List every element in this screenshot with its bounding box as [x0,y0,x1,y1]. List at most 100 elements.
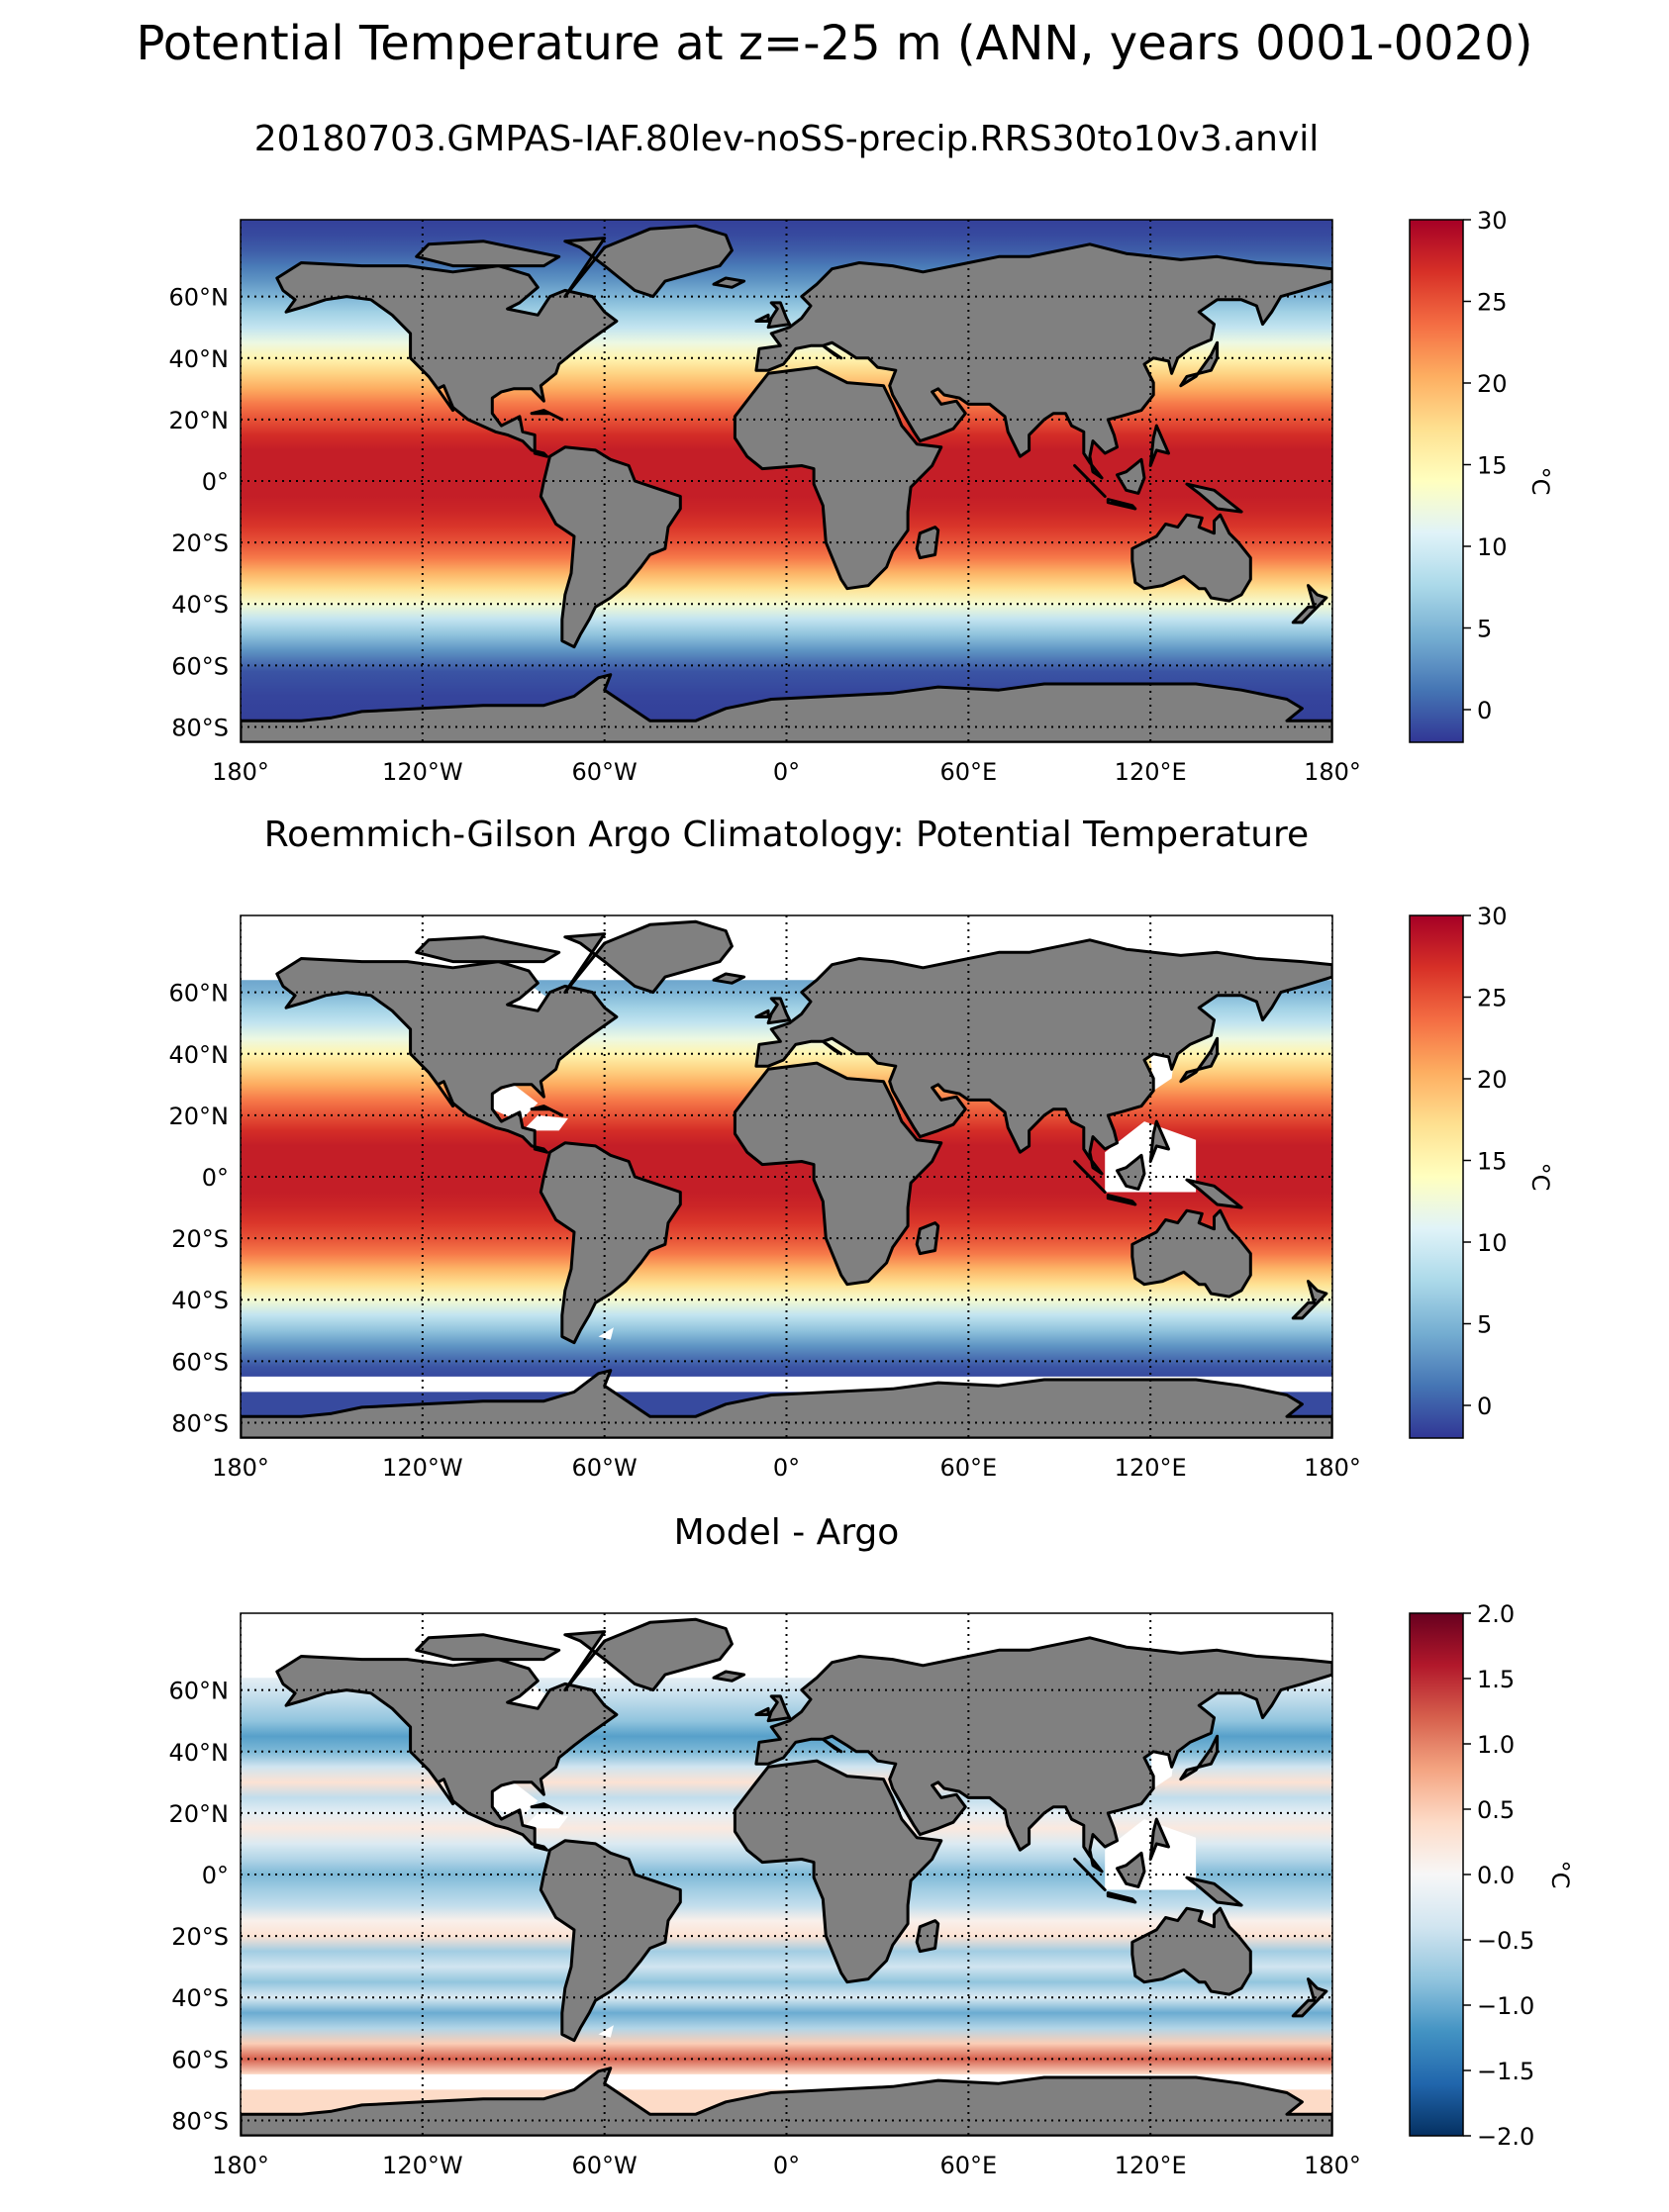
y-tick-label: 80°S [171,1409,229,1437]
land-mass [1185,1875,1243,1907]
land-mass [1116,457,1146,495]
land-mass [1073,1858,1107,1891]
y-tick-label: 40°N [169,1041,230,1069]
land-mass [1116,1153,1146,1191]
y-tick-label: 60°N [169,1678,230,1705]
x-tick-label: 180° [1304,2152,1361,2179]
y-tick-label: 20°S [171,529,229,557]
colorbar-tick-label: 0.5 [1477,1796,1515,1824]
map-frame [240,914,1333,1439]
no-data-region [598,1327,614,1340]
land-mass [754,1706,770,1716]
land-mass [539,445,682,649]
x-tick-label: 60°E [939,1454,997,1482]
land-mass [1106,1194,1137,1206]
map-area [241,915,1332,1438]
land-mass [1073,1160,1107,1194]
no-data-region [492,1084,539,1122]
colorbar-tick-label: 2.0 [1477,1600,1515,1628]
land-mass [241,673,1332,742]
x-tick-label: 180° [212,758,269,786]
land-mass [1106,1891,1137,1904]
colorbar-tick-label: 30 [1477,903,1508,930]
land-mass [415,935,561,964]
land-mass [415,1633,561,1662]
land-mass [766,301,792,330]
land-mass [563,224,734,299]
colorbar-tick-label: 0.0 [1477,1862,1515,1889]
y-tick-label: 60°S [171,2046,229,2073]
x-tick-label: 180° [212,1454,269,1482]
x-tick-label: 0° [773,2152,800,2179]
figure-suptitle: Potential Temperature at z=-25 m (ANN, y… [136,16,1532,71]
colorbar-tick-label: −0.5 [1477,1927,1534,1955]
y-tick-label: 40°S [171,1984,229,2012]
x-tick-label: 120°W [382,1454,463,1482]
land-mass [241,1369,1332,1438]
x-tick-label: 120°E [1115,2152,1187,2179]
land-mass [754,1009,770,1018]
colorbar: 0 5 10 15 20 25 30 °C [1409,903,1554,1439]
y-tick-label: 20°N [169,1800,230,1828]
land-mass [1130,513,1252,603]
land-mass [530,1802,564,1815]
colorbar-tick-label: 0 [1477,1393,1492,1420]
colorbar-tick-label: 10 [1477,1229,1508,1257]
x-tick-label: 180° [212,2152,269,2179]
y-tick-label: 60°N [169,284,230,312]
land-mass [754,242,1332,480]
x-tick-label: 0° [773,1454,800,1482]
land-mass [530,409,564,422]
map-frame [240,1612,1333,2137]
land-mass [241,2067,1332,2136]
panel-model: 20180703.GMPAS-IAF.80lev-noSS-precip.RRS… [169,119,1555,786]
land-mass [1073,464,1107,498]
land-mass [415,240,561,268]
colorbar-tick-label: 15 [1477,452,1508,480]
x-tick-label: 180° [1304,1454,1361,1482]
land-mass [275,957,619,1154]
colorbar-tick-label: 1.5 [1477,1666,1515,1693]
y-tick-label: 20°N [169,407,230,434]
x-tick-label: 60°W [572,1454,638,1482]
land-mass [1291,1280,1328,1320]
land-mass [1116,1851,1146,1888]
colorbar-scale [1409,1612,1464,2137]
land-mass [1148,1119,1170,1163]
colorbar-tick-label: 0 [1477,697,1492,724]
land-mass [1185,1178,1243,1209]
x-tick-label: 180° [1304,758,1361,786]
x-tick-label: 120°E [1115,758,1187,786]
y-tick-label: 0° [202,1862,229,1889]
land-mass [712,972,746,985]
land-mass [530,1105,564,1117]
y-tick-label: 40°S [171,591,229,619]
land-mass [1179,340,1220,388]
land-mass [1130,1906,1252,1996]
map-area [241,220,1332,742]
colorbar-tick-label: 1.0 [1477,1731,1515,1759]
y-tick-label: 40°S [171,1287,229,1314]
y-tick-label: 20°S [171,1225,229,1253]
map-frame [240,219,1333,743]
colorbar-tick-label: 5 [1477,1311,1492,1339]
colorbar-tick-label: 25 [1477,985,1508,1012]
land-mass [1185,482,1243,514]
y-tick-label: 20°S [171,1923,229,1951]
colorbar-label: °C [1526,467,1554,496]
x-tick-label: 120°E [1115,1454,1187,1482]
x-tick-label: 120°W [382,758,463,786]
land-mass [1179,1036,1220,1084]
colorbar-tick-label: −1.0 [1477,1992,1534,2020]
colorbar-scale [1409,914,1464,1439]
y-tick-label: 80°S [171,714,229,741]
x-tick-label: 60°E [939,2152,997,2179]
x-tick-label: 60°W [572,758,638,786]
land-mass [1106,498,1137,511]
colorbar-tick-label: 25 [1477,289,1508,317]
land-mass [754,938,1332,1176]
land-mass [275,261,619,458]
y-tick-label: 80°S [171,2107,229,2135]
land-mass [1291,584,1328,625]
y-tick-label: 40°N [169,1739,230,1767]
